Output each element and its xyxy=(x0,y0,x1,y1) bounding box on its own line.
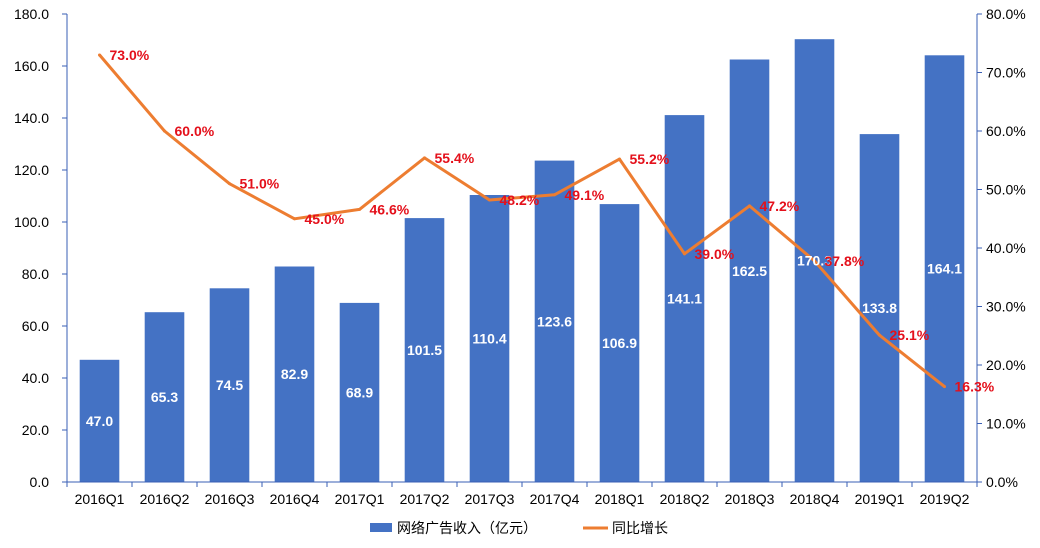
x-tick-label: 2018Q4 xyxy=(790,491,840,507)
bar-2016Q1 xyxy=(79,359,120,482)
legend: 网络广告收入（亿元） 同比增长 xyxy=(370,520,668,536)
growth-line xyxy=(98,53,946,388)
bar-value-label: 141.1 xyxy=(667,291,702,307)
bar-value-label: 68.9 xyxy=(346,384,373,400)
bar-value-label: 74.5 xyxy=(216,377,243,393)
y-right-tick-label: 0.0% xyxy=(986,474,1018,490)
growth-point-2016Q2 xyxy=(163,129,166,133)
bar-value-label: 162.5 xyxy=(732,263,767,279)
growth-value-label: 45.0% xyxy=(305,211,345,227)
bar-value-label: 133.8 xyxy=(862,300,897,316)
y-right-tick-label: 40.0% xyxy=(986,240,1026,256)
x-tick-label: 2018Q1 xyxy=(595,491,645,507)
bar-2019Q1 xyxy=(859,134,900,482)
y-right-tick-label: 70.0% xyxy=(986,65,1026,81)
growth-value-label: 47.2% xyxy=(760,198,800,214)
y-left-tick-label: 180.0 xyxy=(14,6,49,22)
bar-2016Q3 xyxy=(209,288,250,482)
growth-value-label: 55.4% xyxy=(435,150,475,166)
bar-value-label: 123.6 xyxy=(537,313,572,329)
x-tick-label: 2016Q4 xyxy=(270,491,320,507)
bar-2017Q4 xyxy=(534,160,575,482)
growth-point-2017Q2 xyxy=(423,156,426,160)
bar-value-label: 106.9 xyxy=(602,335,637,351)
growth-point-2019Q1 xyxy=(878,333,881,337)
y-left-tick-label: 120.0 xyxy=(14,162,49,178)
y-left-tick-label: 40.0 xyxy=(22,370,49,386)
growth-point-2016Q4 xyxy=(293,217,296,221)
x-tick-label: 2017Q3 xyxy=(465,491,515,507)
growth-value-label: 48.2% xyxy=(500,192,540,208)
bar-value-label: 82.9 xyxy=(281,366,308,382)
bar-2016Q2 xyxy=(144,312,185,482)
growth-value-label: 51.0% xyxy=(240,176,280,192)
growth-point-2016Q1 xyxy=(98,53,101,57)
x-tick-label: 2019Q1 xyxy=(855,491,905,507)
y-right-tick-label: 50.0% xyxy=(986,182,1026,198)
growth-value-label: 39.0% xyxy=(695,246,735,262)
y-left-tick-label: 80.0 xyxy=(22,266,49,282)
bar-value-label: 47.0 xyxy=(86,413,113,429)
bar-2017Q1 xyxy=(339,302,380,482)
bar-value-label: 164.1 xyxy=(927,261,962,277)
bar-value-label: 101.5 xyxy=(407,342,442,358)
y-right-tick-label: 10.0% xyxy=(986,416,1026,432)
legend-line-label: 同比增长 xyxy=(612,520,668,536)
bar-value-label: 65.3 xyxy=(151,389,178,405)
legend-bar-swatch xyxy=(370,523,392,532)
y-right-tick-label: 30.0% xyxy=(986,299,1026,315)
bar-2017Q3 xyxy=(469,195,510,482)
y-left-tick-label: 100.0 xyxy=(14,214,49,230)
growth-value-label: 73.0% xyxy=(110,47,150,63)
bar-2018Q2 xyxy=(664,115,705,482)
y-left-tick-label: 0.0 xyxy=(30,474,50,490)
growth-value-label: 25.1% xyxy=(890,327,930,343)
growth-value-label: 60.0% xyxy=(175,123,215,139)
bar-2018Q3 xyxy=(729,59,770,482)
x-tick-label: 2016Q1 xyxy=(75,491,125,507)
x-tick-label: 2018Q2 xyxy=(660,491,710,507)
y-left-tick-label: 20.0 xyxy=(22,422,49,438)
x-tick-label: 2017Q1 xyxy=(335,491,385,507)
x-tick-label: 2018Q3 xyxy=(725,491,775,507)
growth-point-2018Q1 xyxy=(618,157,621,161)
growth-value-label: 37.8% xyxy=(825,253,865,269)
growth-value-label: 46.6% xyxy=(370,201,410,217)
line-layer xyxy=(98,53,946,389)
x-tick-label: 2016Q2 xyxy=(140,491,190,507)
axes-layer: 0.0 20.0 40.0 60.0 80.0 100.0 120.0 140.0 160.0 1… xyxy=(14,6,1026,507)
x-tick-label: 2017Q4 xyxy=(530,491,580,507)
bar-2016Q4 xyxy=(274,266,315,482)
bar-value-label: 110.4 xyxy=(472,331,506,347)
bar-2019Q2 xyxy=(924,55,965,483)
growth-point-2018Q2 xyxy=(683,252,686,256)
legend-bar-label: 网络广告收入（亿元） xyxy=(397,520,537,536)
y-right-tick-label: 20.0% xyxy=(986,357,1026,373)
x-tick-label: 2016Q3 xyxy=(205,491,255,507)
bar-2018Q1 xyxy=(599,204,640,482)
labels-layer: 47.0 65.3 74.5 82.9 68.9 101.5 110.4 123.6 106.9… xyxy=(86,47,995,429)
growth-point-2017Q4 xyxy=(553,193,556,197)
y-left-tick-label: 140.0 xyxy=(14,110,49,126)
growth-value-label: 49.1% xyxy=(565,187,605,203)
growth-point-2018Q3 xyxy=(748,204,751,208)
growth-point-2019Q2 xyxy=(943,385,946,389)
growth-value-label: 16.3% xyxy=(955,379,995,395)
y-left-tick-label: 160.0 xyxy=(14,58,49,74)
growth-point-2017Q1 xyxy=(358,207,361,211)
growth-point-2018Q4 xyxy=(813,259,816,263)
bar-value-label: 170.3 xyxy=(797,253,832,269)
y-right-tick-label: 80.0% xyxy=(986,6,1026,22)
growth-point-2016Q3 xyxy=(228,182,231,186)
growth-value-label: 55.2% xyxy=(630,151,670,167)
bar-2017Q2 xyxy=(404,218,445,482)
x-tick-label: 2019Q2 xyxy=(920,491,970,507)
bars-layer xyxy=(79,39,965,483)
y-right-tick-label: 60.0% xyxy=(986,123,1026,139)
x-tick-label: 2017Q2 xyxy=(400,491,450,507)
y-left-tick-label: 60.0 xyxy=(22,318,49,334)
growth-point-2017Q3 xyxy=(488,198,491,202)
